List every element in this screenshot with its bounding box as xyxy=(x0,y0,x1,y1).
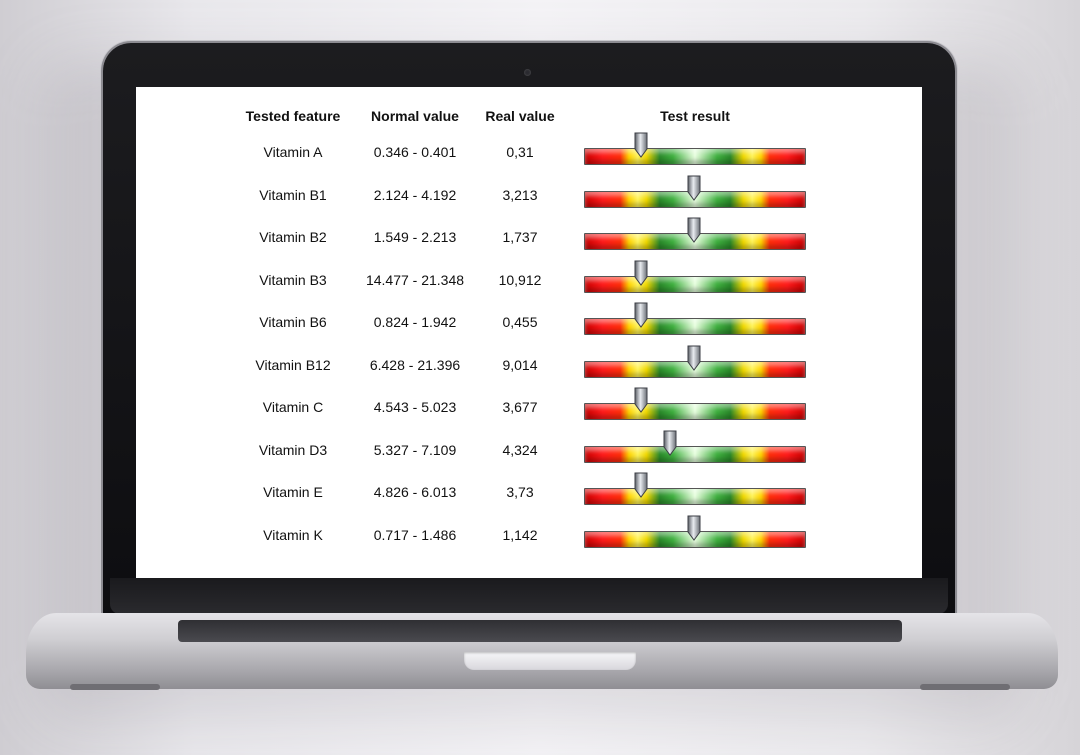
table-row: Vitamin B2 1.549 - 2.213 1,737 xyxy=(232,216,826,259)
table-header-row: Tested feature Normal value Real value T… xyxy=(232,101,826,131)
header-test-result: Test result xyxy=(660,108,730,124)
vitamin-results-table: Tested feature Normal value Real value T… xyxy=(232,101,826,556)
result-gauge xyxy=(584,260,806,300)
result-gauge xyxy=(584,387,806,427)
gauge-scale-bar xyxy=(584,445,806,463)
result-gauge xyxy=(584,302,806,342)
cell-real-value: 3,213 xyxy=(502,186,538,203)
table-row: Vitamin B3 14.477 - 21.348 10,912 xyxy=(232,259,826,302)
cell-test-result xyxy=(564,259,826,302)
cell-real-value: 0,455 xyxy=(502,314,538,331)
cell-test-result xyxy=(564,514,826,557)
arrow-pointer-icon xyxy=(687,175,701,201)
screen: Tested feature Normal value Real value T… xyxy=(136,87,922,578)
cell-feature: Vitamin B6 xyxy=(259,314,327,331)
laptop-foot-left xyxy=(70,684,160,690)
result-gauge xyxy=(584,175,806,215)
cell-test-result xyxy=(564,344,826,387)
table-row: Vitamin B1 2.124 - 4.192 3,213 xyxy=(232,174,826,217)
cell-test-result xyxy=(564,174,826,217)
result-gauge xyxy=(584,217,806,257)
cell-feature: Vitamin C xyxy=(262,399,324,416)
arrow-pointer-icon xyxy=(687,217,701,244)
arrow-pointer-icon xyxy=(634,387,648,414)
arrow-pointer-icon xyxy=(663,430,677,456)
cell-normal-value: 4.826 - 6.013 xyxy=(373,484,457,501)
gauge-scale-bar xyxy=(584,275,806,293)
cell-test-result xyxy=(564,386,826,429)
cell-feature: Vitamin A xyxy=(263,144,323,161)
cell-normal-value: 6.428 - 21.396 xyxy=(369,356,461,373)
cell-normal-value: 0.717 - 1.486 xyxy=(373,526,457,543)
table-row: Vitamin B6 0.824 - 1.942 0,455 xyxy=(232,301,826,344)
cell-test-result xyxy=(564,216,826,259)
cell-normal-value: 5.327 - 7.109 xyxy=(373,441,457,458)
table-row: Vitamin K 0.717 - 1.486 1,142 xyxy=(232,514,826,557)
gauge-scale-bar xyxy=(584,318,806,336)
cell-normal-value: 14.477 - 21.348 xyxy=(365,271,465,288)
cell-feature: Vitamin D3 xyxy=(258,441,328,458)
cell-normal-value: 1.549 - 2.213 xyxy=(373,229,457,246)
arrow-pointer-icon xyxy=(634,260,648,286)
cell-feature: Vitamin B3 xyxy=(259,271,327,288)
cell-real-value: 4,324 xyxy=(502,441,538,458)
header-real-value: Real value xyxy=(485,108,555,124)
arrow-pointer-icon xyxy=(634,472,648,499)
table-row: Vitamin A 0.346 - 0.401 0,31 xyxy=(232,131,826,174)
result-gauge xyxy=(584,515,806,555)
gauge-scale-bar xyxy=(584,488,806,506)
arrow-pointer-icon xyxy=(634,302,648,329)
cell-feature: Vitamin B1 xyxy=(259,186,327,203)
cell-real-value: 3,73 xyxy=(506,484,534,501)
cell-normal-value: 2.124 - 4.192 xyxy=(373,186,457,203)
keyboard-edge xyxy=(178,620,902,642)
result-gauge xyxy=(584,472,806,512)
header-normal-value: Normal value xyxy=(371,108,459,124)
result-gauge xyxy=(584,430,806,470)
cell-normal-value: 0.346 - 0.401 xyxy=(373,144,457,161)
arrow-pointer-icon xyxy=(687,345,701,371)
result-gauge xyxy=(584,132,806,172)
cell-feature: Vitamin B2 xyxy=(259,229,327,246)
cell-real-value: 3,677 xyxy=(502,399,538,416)
table-row: Vitamin D3 5.327 - 7.109 4,324 xyxy=(232,429,826,472)
cell-real-value: 1,737 xyxy=(502,229,538,246)
cell-test-result xyxy=(564,131,826,174)
cell-feature: Vitamin K xyxy=(263,526,323,543)
gauge-scale-bar xyxy=(584,403,806,421)
cell-feature: Vitamin E xyxy=(263,484,323,501)
cell-test-result xyxy=(564,301,826,344)
cell-real-value: 10,912 xyxy=(498,271,542,288)
gauge-scale-bar xyxy=(584,148,806,166)
table-row: Vitamin B12 6.428 - 21.396 9,014 xyxy=(232,344,826,387)
cell-normal-value: 0.824 - 1.942 xyxy=(373,314,457,331)
table-row: Vitamin C 4.543 - 5.023 3,677 xyxy=(232,386,826,429)
cell-test-result xyxy=(564,471,826,514)
cell-real-value: 1,142 xyxy=(502,526,538,543)
laptop-hinge xyxy=(110,578,948,614)
cell-test-result xyxy=(564,429,826,472)
arrow-pointer-icon xyxy=(634,132,648,159)
camera-icon xyxy=(524,69,531,76)
cell-real-value: 0,31 xyxy=(506,144,534,161)
arrow-pointer-icon xyxy=(687,515,701,541)
laptop-foot-right xyxy=(920,684,1010,690)
header-tested-feature: Tested feature xyxy=(245,108,341,124)
cell-real-value: 9,014 xyxy=(502,356,538,373)
table-row: Vitamin E 4.826 - 6.013 3,73 xyxy=(232,471,826,514)
result-gauge xyxy=(584,345,806,385)
cell-feature: Vitamin B12 xyxy=(255,356,331,373)
trackpad-notch xyxy=(464,652,636,670)
cell-normal-value: 4.543 - 5.023 xyxy=(373,399,457,416)
